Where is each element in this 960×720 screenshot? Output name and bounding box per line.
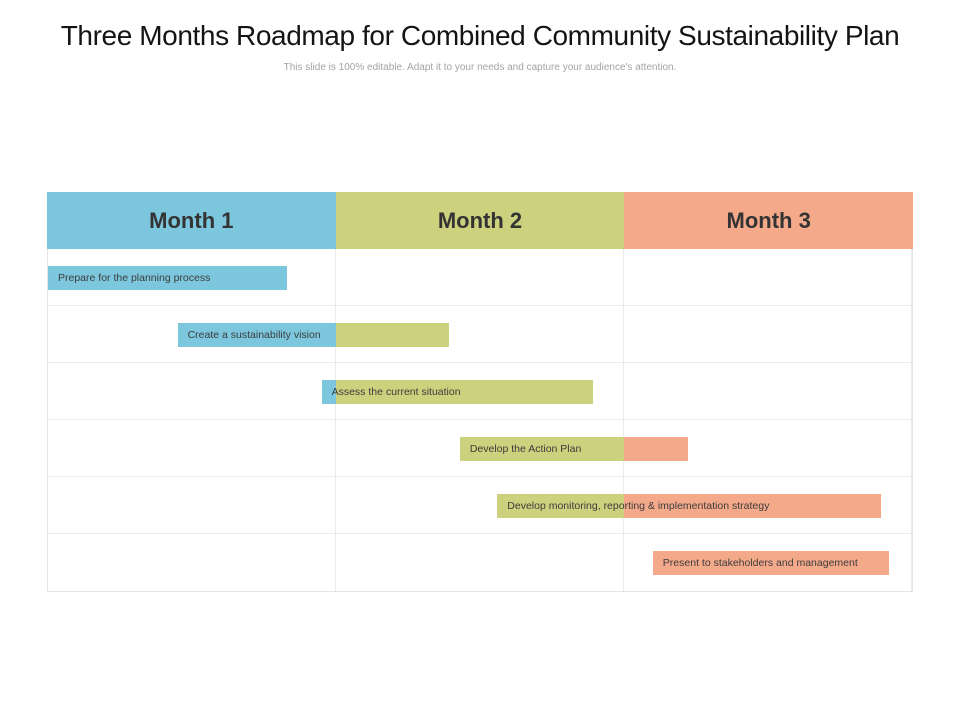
grid-cell xyxy=(624,363,912,419)
grid-cell xyxy=(624,306,912,362)
slide-subtitle: This slide is 100% editable. Adapt it to… xyxy=(283,62,677,73)
grid-cell xyxy=(48,249,336,305)
month-header-1: Month 1 xyxy=(47,192,336,249)
roadmap-row-2: Create a sustainability vision xyxy=(48,306,912,363)
task-label: Create a sustainability vision xyxy=(187,329,321,341)
bar-segment-month-1 xyxy=(177,323,337,347)
month-header-3: Month 3 xyxy=(624,192,914,249)
roadmap-row-1: Prepare for the planning process xyxy=(48,249,912,306)
bar-segment-month-1 xyxy=(48,266,288,290)
bar-segment-month-2 xyxy=(497,494,625,518)
grid-cell xyxy=(48,534,336,591)
roadmap-row-6: Present to stakeholders and management xyxy=(48,534,912,591)
task-label: Present to stakeholders and management xyxy=(662,557,858,569)
task-bar: Assess the current situation xyxy=(321,380,593,404)
task-bar: Present to stakeholders and management xyxy=(652,551,890,575)
bar-segment-month-2 xyxy=(335,323,449,347)
bar-segment-month-3 xyxy=(623,494,881,518)
roadmap-row-4: Develop the Action Plan xyxy=(48,420,912,477)
task-bar: Prepare for the planning process xyxy=(48,266,288,290)
roadmap-body: Prepare for the planning process Create a… xyxy=(47,249,913,592)
roadmap-row-3: Assess the current situation xyxy=(48,363,912,420)
grid-cell xyxy=(624,534,912,591)
task-bar: Develop monitoring, reporting & implemen… xyxy=(497,494,881,518)
task-label: Develop monitoring, reporting & implemen… xyxy=(507,500,770,512)
roadmap-row-5: Develop monitoring, reporting & implemen… xyxy=(48,477,912,534)
grid-cell xyxy=(624,249,912,305)
bar-segment-month-3 xyxy=(652,551,890,575)
roadmap-table: Month 1 Month 2 Month 3 Prepare for the pl… xyxy=(47,192,914,592)
grid-cell xyxy=(48,420,336,476)
grid-cell xyxy=(336,534,624,591)
grid-cell xyxy=(624,420,912,476)
task-bar: Develop the Action Plan xyxy=(459,437,688,461)
grid-cell xyxy=(48,477,336,533)
roadmap-header: Month 1 Month 2 Month 3 xyxy=(47,192,914,249)
bar-segment-month-1 xyxy=(321,380,337,404)
bar-segment-month-2 xyxy=(459,437,625,461)
task-label: Assess the current situation xyxy=(331,386,461,398)
task-label: Develop the Action Plan xyxy=(469,443,582,455)
grid-cell xyxy=(624,477,912,533)
bar-segment-month-3 xyxy=(623,437,688,461)
slide-title: Three Months Roadmap for Combined Commun… xyxy=(60,20,900,51)
task-label: Prepare for the planning process xyxy=(58,272,211,284)
grid-cell xyxy=(336,363,624,419)
bar-segment-month-2 xyxy=(335,380,593,404)
grid-cell xyxy=(48,363,336,419)
grid-cell xyxy=(336,306,624,362)
task-bar: Create a sustainability vision xyxy=(177,323,449,347)
grid-cell xyxy=(336,249,624,305)
month-header-2: Month 2 xyxy=(335,192,625,249)
